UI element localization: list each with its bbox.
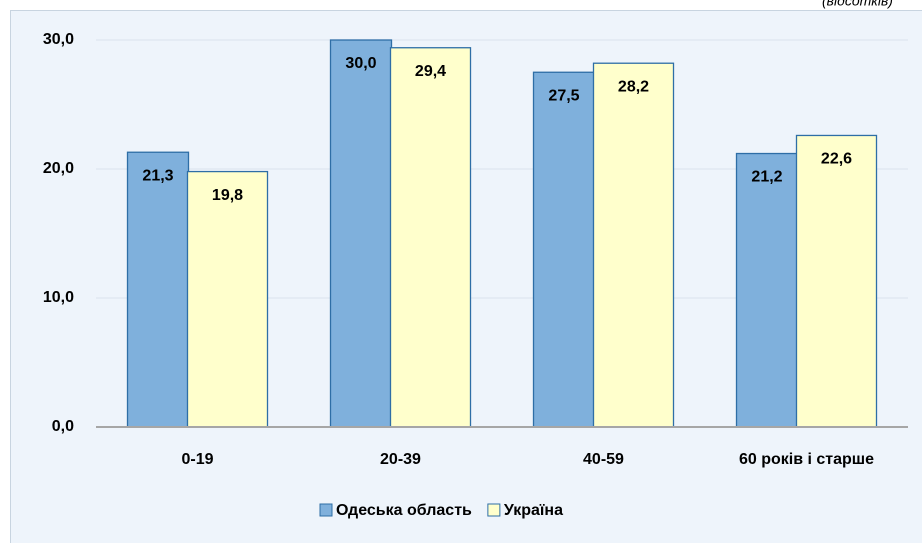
legend-swatch	[319, 503, 333, 517]
bar	[126, 151, 190, 428]
data-label: 22,6	[821, 151, 852, 168]
bar	[735, 152, 799, 428]
bar	[329, 39, 393, 428]
x-tick-label: 20-39	[380, 451, 421, 468]
legend-label: Одеська область	[336, 502, 472, 519]
bar	[389, 47, 472, 428]
x-tick-label: 40-59	[583, 451, 624, 468]
legend-swatch	[487, 503, 501, 517]
data-label: 19,8	[212, 187, 243, 204]
data-label: 21,3	[142, 167, 173, 184]
data-label: 30,0	[345, 55, 376, 72]
legend-label: Україна	[504, 502, 563, 519]
y-tick-label: 20,0	[43, 160, 74, 177]
bar	[592, 62, 675, 428]
y-tick-label: 0,0	[52, 418, 74, 435]
x-tick-label: 60 років і старше	[739, 451, 874, 468]
bar	[186, 170, 269, 428]
bar	[795, 134, 878, 428]
y-tick-label: 30,0	[43, 31, 74, 48]
data-label: 29,4	[415, 63, 446, 80]
x-tick-label: 0-19	[181, 451, 213, 468]
data-label: 21,2	[751, 169, 782, 186]
data-label: 27,5	[548, 87, 579, 104]
bar	[532, 71, 596, 428]
y-tick-label: 10,0	[43, 289, 74, 306]
annotation: (відсотків)	[822, 0, 893, 9]
data-label: 28,2	[618, 78, 649, 95]
